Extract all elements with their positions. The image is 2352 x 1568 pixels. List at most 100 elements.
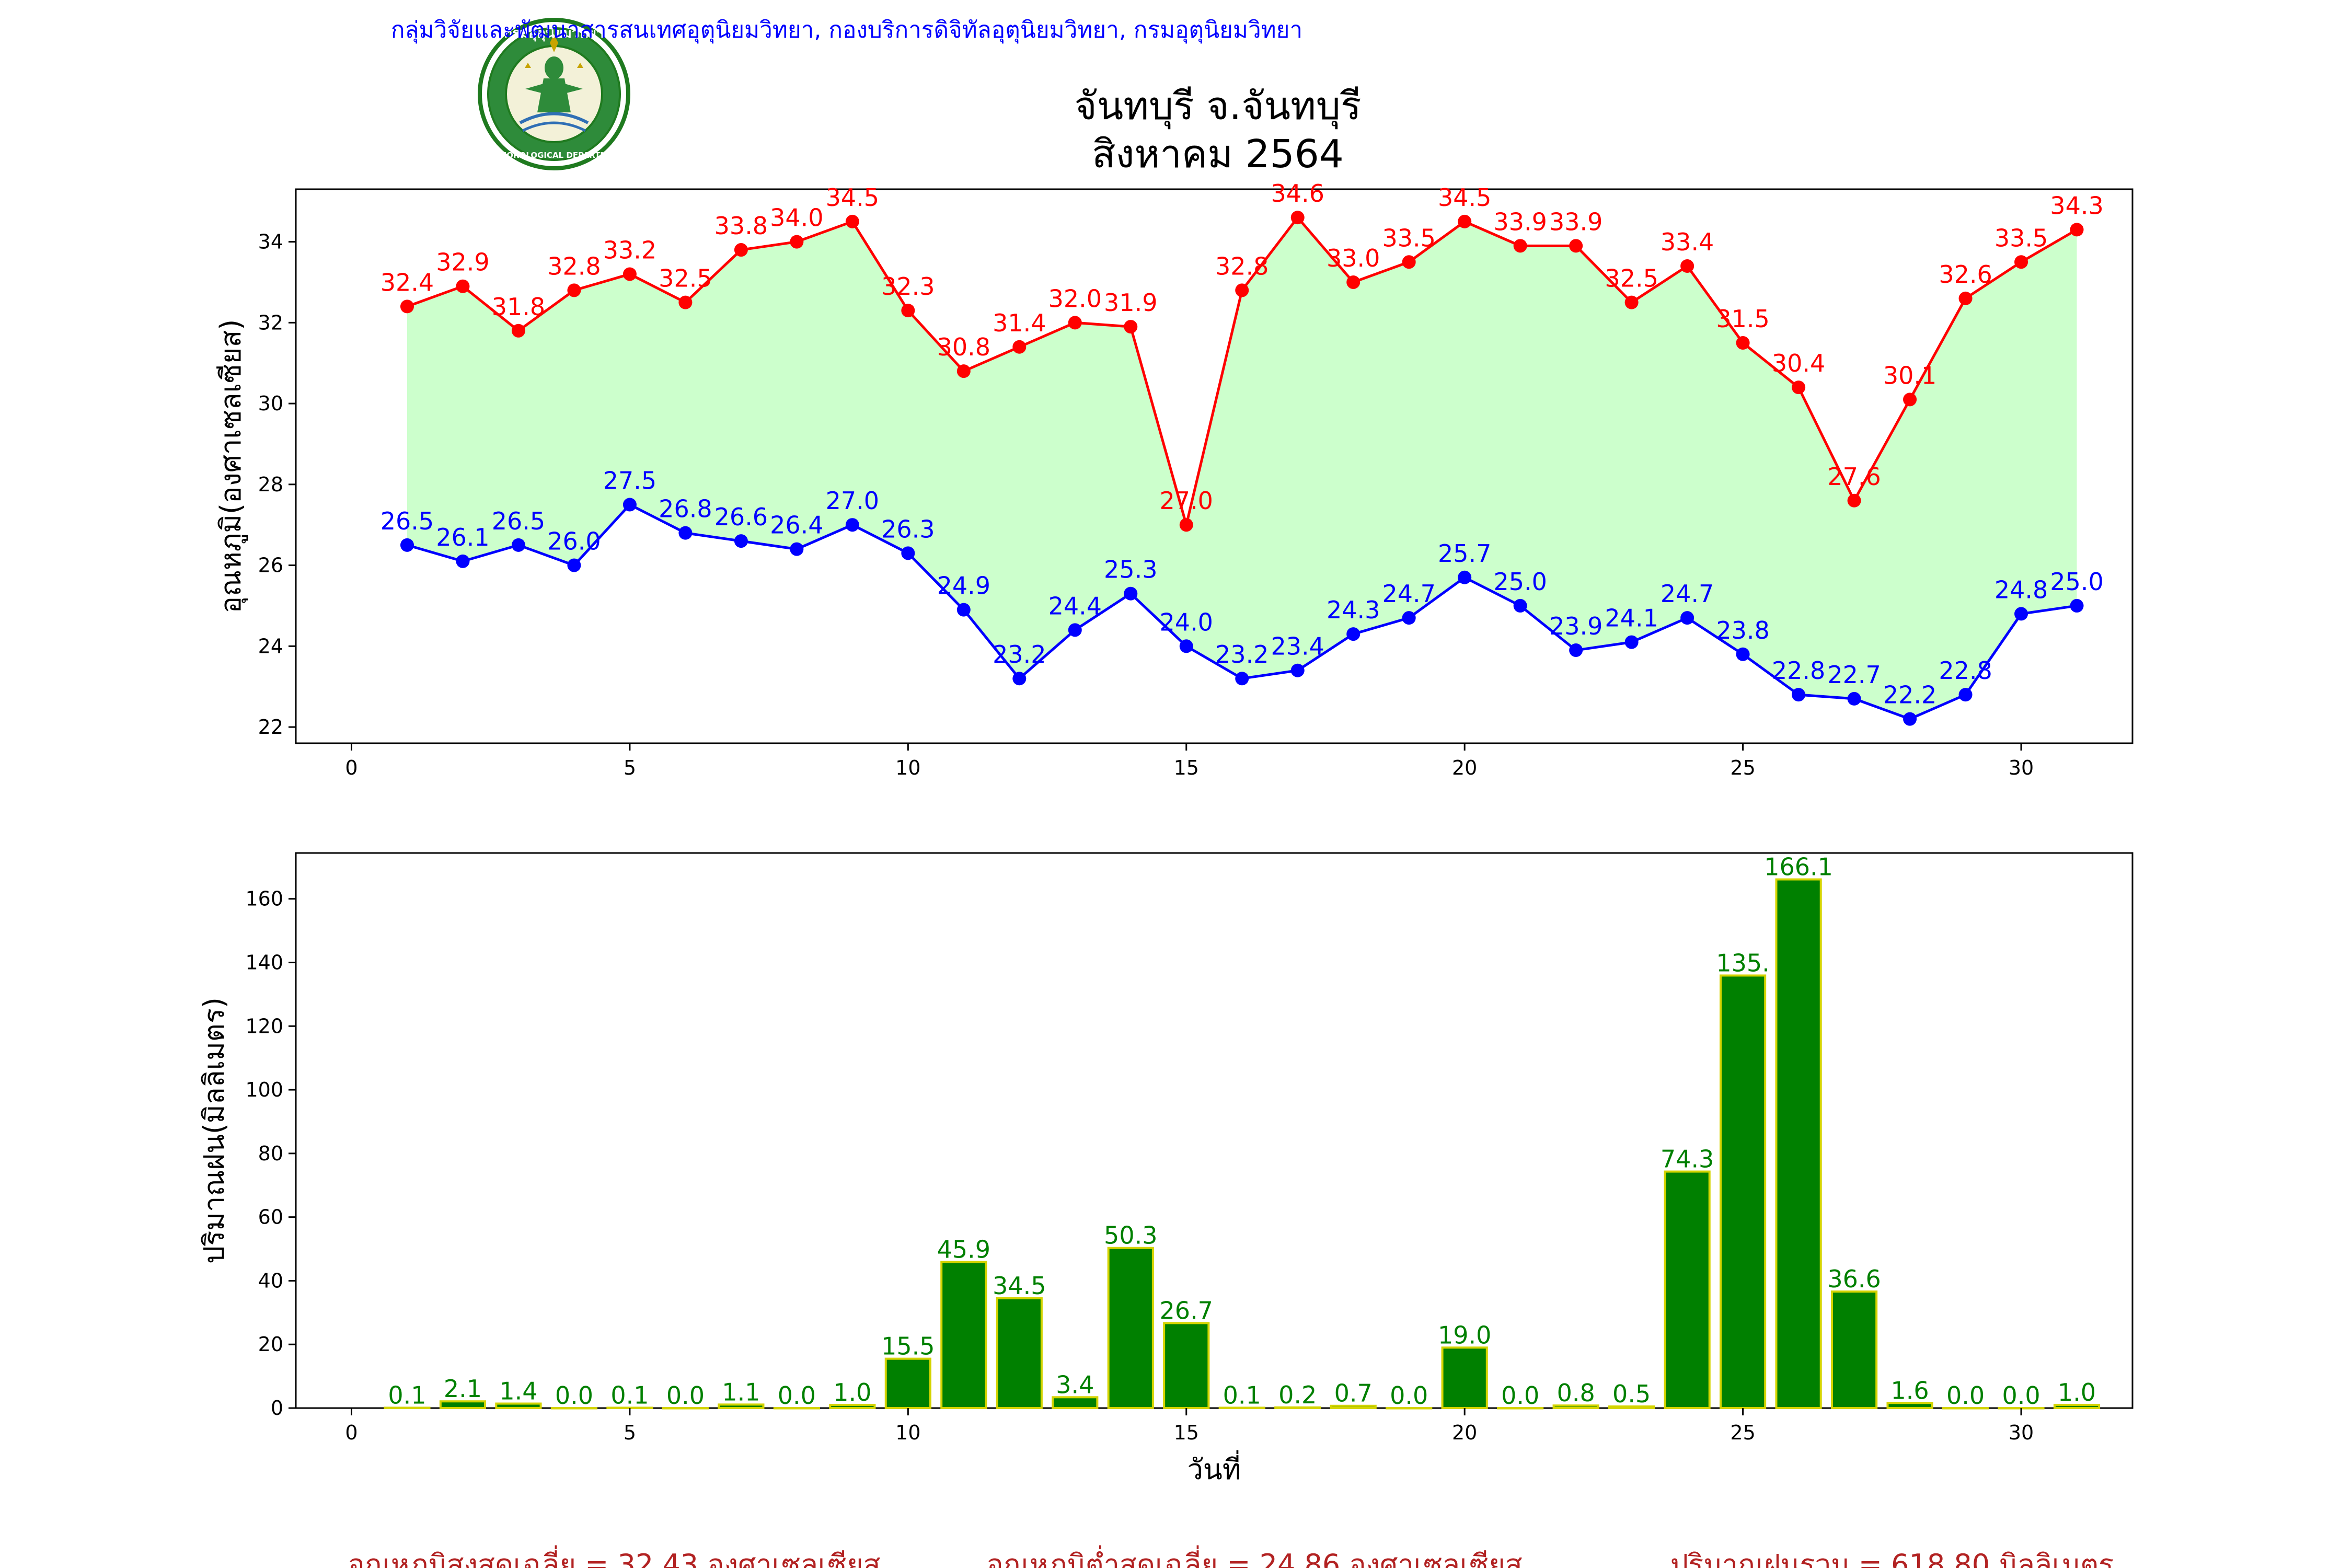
max-temperature-point bbox=[622, 267, 637, 281]
min-temperature-label: 24.0 bbox=[1160, 608, 1213, 636]
min-temperature-point bbox=[1680, 611, 1694, 625]
y-tick-label: 100 bbox=[245, 1078, 283, 1101]
min-temperature-point bbox=[1235, 672, 1249, 686]
max-temperature-point bbox=[1624, 295, 1639, 309]
max-temperature-point bbox=[734, 243, 748, 257]
max-temperature-point bbox=[1068, 316, 1082, 330]
min-temperature-label: 27.5 bbox=[603, 467, 656, 495]
y-tick-label: 26 bbox=[258, 554, 283, 577]
rain-bar bbox=[773, 1407, 820, 1410]
min-temperature-point bbox=[622, 498, 637, 512]
rain-bar bbox=[884, 1357, 931, 1409]
min-temperature-point bbox=[1458, 570, 1472, 584]
max-temperature-point bbox=[1402, 255, 1416, 269]
rain-bar-label: 0.8 bbox=[1557, 1379, 1595, 1407]
rain-bar bbox=[1386, 1407, 1433, 1410]
max-temperature-label: 30.8 bbox=[937, 333, 990, 361]
min-temperature-point bbox=[790, 542, 804, 556]
min-temperature-point bbox=[1402, 611, 1416, 625]
min-temperature-label: 23.2 bbox=[993, 640, 1046, 668]
max-temperature-label: 33.5 bbox=[1994, 224, 2048, 252]
max-temperature-point bbox=[956, 364, 971, 378]
min-temperature-point bbox=[678, 526, 693, 540]
max-temperature-label: 30.4 bbox=[1772, 349, 1825, 377]
rain-bar-label: 1.6 bbox=[1890, 1376, 1929, 1404]
rain-bar bbox=[718, 1403, 765, 1409]
max-temperature-point bbox=[2070, 223, 2084, 237]
footer-avg-min: อุณหภูมิต่ำสุดเฉลี่ย = 24.86 องศาเซลเซีย… bbox=[986, 1545, 1522, 1568]
min-temperature-label: 25.0 bbox=[1493, 568, 1547, 596]
y-tick-label: 60 bbox=[258, 1206, 283, 1229]
min-temperature-label: 26.5 bbox=[381, 507, 434, 535]
y-tick-label: 80 bbox=[258, 1142, 283, 1165]
rain-bar bbox=[2053, 1403, 2101, 1410]
min-temperature-label: 26.3 bbox=[881, 515, 935, 543]
rain-bar-label: 0.0 bbox=[1946, 1381, 1985, 1410]
min-temperature-point bbox=[1792, 688, 1806, 702]
max-temperature-label: 32.5 bbox=[659, 264, 712, 293]
logo-text-bottom: METEOROLOGICAL DEPARTMENT bbox=[483, 151, 626, 160]
x-tick-label: 5 bbox=[624, 756, 636, 779]
y-tick-label: 120 bbox=[245, 1014, 283, 1037]
rain-bar-label: 50.3 bbox=[1104, 1221, 1157, 1250]
x-tick-label: 0 bbox=[345, 1421, 358, 1444]
min-temperature-point bbox=[456, 554, 470, 568]
rainfall-x-axis-label: วันที่ bbox=[1187, 1450, 1241, 1486]
max-temperature-label: 32.8 bbox=[547, 252, 601, 280]
max-temperature-label: 32.6 bbox=[1939, 260, 1992, 289]
y-tick-label: 30 bbox=[258, 392, 283, 415]
max-temperature-point bbox=[1235, 283, 1249, 297]
min-temperature-label: 22.8 bbox=[1772, 656, 1825, 685]
x-tick-label: 25 bbox=[1730, 756, 1755, 779]
min-temperature-label: 26.5 bbox=[492, 507, 545, 535]
max-temperature-point bbox=[2014, 255, 2028, 269]
rain-bar-label: 135. bbox=[1716, 949, 1769, 977]
y-tick-label: 24 bbox=[258, 635, 283, 658]
rain-bar-label: 0.0 bbox=[555, 1381, 593, 1410]
rainfall-y-axis-label: ปริมาณฝน(มิลลิเมตร) bbox=[198, 997, 230, 1264]
min-temperature-label: 25.3 bbox=[1104, 556, 1157, 584]
x-tick-label: 10 bbox=[895, 756, 920, 779]
rain-bar bbox=[1330, 1404, 1377, 1409]
min-temperature-point bbox=[1958, 688, 1973, 702]
max-temperature-label: 32.8 bbox=[1215, 252, 1269, 280]
y-tick-label: 40 bbox=[258, 1269, 283, 1292]
rain-bar-label: 2.1 bbox=[444, 1375, 482, 1403]
rain-bar-label: 0.0 bbox=[1501, 1381, 1539, 1410]
min-temperature-label: 23.9 bbox=[1549, 612, 1602, 640]
min-temperature-label: 26.1 bbox=[436, 523, 489, 551]
max-temperature-label: 34.0 bbox=[770, 204, 823, 232]
rain-bar bbox=[1052, 1396, 1099, 1410]
rain-bar-label: 0.1 bbox=[1223, 1381, 1261, 1409]
max-temperature-label: 33.9 bbox=[1493, 207, 1547, 236]
max-temperature-label: 34.6 bbox=[1271, 179, 1324, 207]
rain-bar-label: 15.5 bbox=[881, 1332, 935, 1361]
rain-bar-label: 34.5 bbox=[993, 1272, 1046, 1300]
rain-bar bbox=[829, 1403, 876, 1410]
min-temperature-label: 24.7 bbox=[1382, 580, 1435, 608]
rain-bar bbox=[996, 1297, 1043, 1410]
rain-bar bbox=[1830, 1290, 1878, 1410]
rain-bar-label: 0.0 bbox=[2002, 1381, 2040, 1410]
meteorological-department-logo: กรมอุตุนิยมวิทยา METEOROLOGICAL DEPARTME… bbox=[478, 18, 630, 170]
min-temperature-point bbox=[1513, 598, 1527, 613]
max-temperature-label: 33.2 bbox=[603, 236, 656, 264]
agency-line: กลุ่มวิจัยและพัฒนาสารสนเทศอุตุนิยมวิทยา,… bbox=[391, 17, 1302, 44]
min-temperature-point bbox=[511, 538, 525, 552]
max-temperature-point bbox=[1012, 340, 1027, 354]
x-tick-label: 10 bbox=[895, 1421, 920, 1444]
min-temperature-point bbox=[734, 534, 748, 548]
min-temperature-label: 26.6 bbox=[714, 503, 768, 531]
y-tick-label: 160 bbox=[245, 887, 283, 910]
max-temperature-label: 34.5 bbox=[826, 183, 879, 212]
max-temperature-point bbox=[845, 214, 859, 228]
min-temperature-point bbox=[1124, 586, 1138, 601]
max-temperature-label: 32.5 bbox=[1605, 264, 1658, 293]
max-temperature-label: 32.9 bbox=[436, 248, 489, 276]
x-tick-label: 30 bbox=[2009, 756, 2034, 779]
y-tick-label: 32 bbox=[258, 311, 283, 334]
max-temperature-label: 34.5 bbox=[1438, 183, 1491, 212]
x-tick-label: 15 bbox=[1174, 756, 1199, 779]
rain-bar-label: 19.0 bbox=[1438, 1321, 1491, 1349]
